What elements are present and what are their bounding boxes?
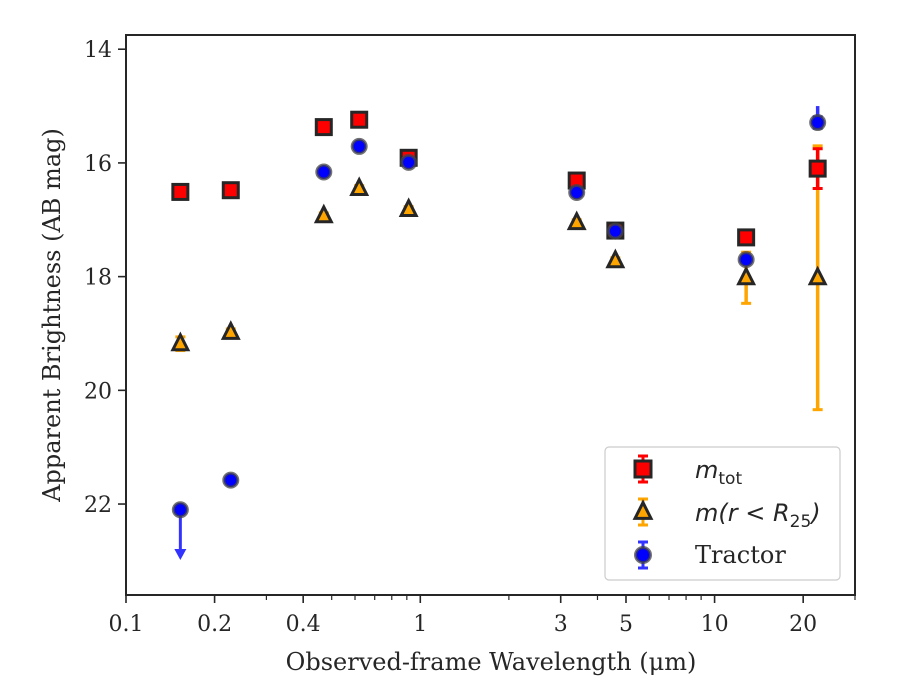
data-point-circle [350, 137, 368, 155]
x-tick-label: 5 [619, 612, 633, 637]
data-point-circle [737, 251, 755, 269]
data-point-circle [400, 153, 418, 171]
legend-label: mtot [695, 456, 742, 489]
y-tick-label: 16 [84, 152, 112, 177]
data-point-triangle [605, 248, 626, 269]
data-point-triangle [566, 210, 587, 231]
x-axis-label: Observed-frame Wavelength (μm) [286, 648, 697, 676]
data-point-triangle [349, 176, 370, 196]
x-tick-label: 1 [413, 612, 427, 637]
y-tick-label: 18 [84, 266, 112, 291]
data-point-circle [606, 222, 624, 240]
plot-frame [125, 34, 856, 596]
data-point-circle [809, 114, 827, 132]
legend-marker-triangle [632, 499, 654, 520]
data-point-triangle [170, 331, 191, 352]
data-point-circle [568, 183, 586, 201]
legend-box [604, 446, 841, 581]
data-point-circle [222, 471, 240, 489]
legend-marker-square [633, 459, 653, 479]
data-point-square [171, 182, 190, 201]
legend-entry: mtot [633, 454, 742, 489]
axes: 0.1 0.2 0.4 1 3 5 10 20 14 16 18 20 22 [84, 34, 856, 637]
legend-label: Tractor [695, 541, 786, 569]
data-point-triangle [736, 265, 757, 286]
data-point-square [314, 118, 333, 137]
x-tick-label: 0.2 [197, 612, 232, 637]
plot-area [170, 106, 828, 561]
y-tick-label: 20 [84, 379, 112, 404]
y-tick-label: 22 [84, 493, 112, 518]
series-square [171, 110, 827, 247]
x-tick-label: 0.1 [109, 612, 144, 637]
data-point-square [737, 228, 756, 247]
legend-marker-circle [634, 546, 652, 564]
data-point-triangle [807, 265, 828, 286]
y-tick-label: 14 [84, 38, 112, 63]
y-axis-label: Apparent Brightness (AB mag) [38, 128, 66, 503]
data-point-square [350, 110, 369, 129]
data-point-triangle [313, 203, 334, 224]
data-point-circle [171, 501, 189, 519]
x-tick-label: 3 [554, 612, 568, 637]
x-tick-label: 0.4 [286, 612, 321, 637]
legend-entry: Tractor [634, 540, 786, 570]
data-point-triangle [220, 320, 241, 340]
data-point-square [221, 181, 240, 200]
upper-limit-arrowhead [174, 549, 187, 561]
series-triangle [170, 144, 828, 412]
legend-label: m(r < R25) [695, 499, 821, 532]
data-point-circle [315, 163, 333, 181]
series-circle [171, 106, 827, 561]
legend-entry: m(r < R25) [632, 497, 821, 532]
data-point-triangle [398, 197, 419, 218]
legend: mtot m(r < R25) Tractor [604, 446, 841, 581]
x-tick-label: 10 [701, 612, 729, 637]
data-point-square [808, 159, 827, 178]
x-tick-label: 20 [789, 612, 817, 637]
